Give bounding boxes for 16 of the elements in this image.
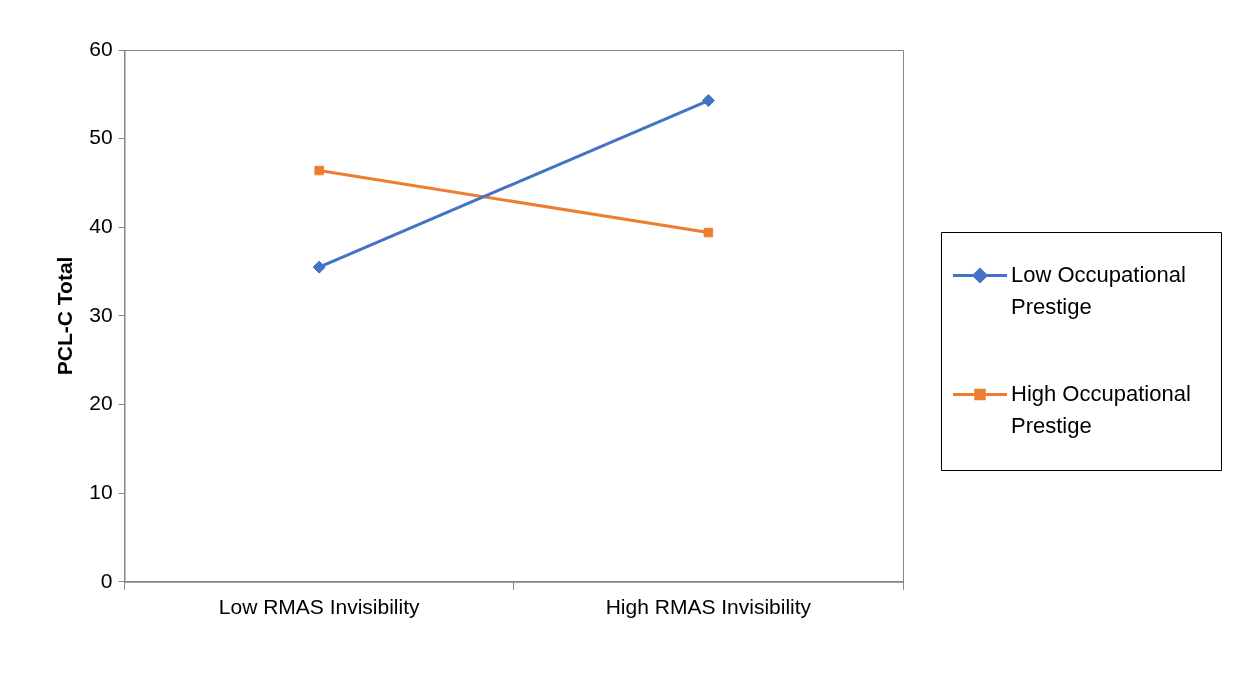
point [703,227,714,238]
legend-label: Low Occupational Prestige [1011,261,1186,319]
y-tick-label: 40 [89,214,113,238]
y-tick-label: 10 [89,479,113,503]
y-tick-label: 30 [89,302,113,326]
y-axis-title: PCL-C Total [53,256,77,376]
y-tick-label: 20 [89,391,113,415]
x-tick-label: Low RMAS Invisibility [218,595,421,619]
y-tick-label: 60 [89,36,113,60]
point [314,165,324,176]
point [701,94,715,108]
y-tick-label: 50 [89,125,113,149]
point [312,260,326,274]
y-tick-label: 0 [100,568,113,592]
legend-label: High Occupational Prestige [1011,380,1191,438]
x-tick-label: High RMAS Invisibility [605,595,812,619]
